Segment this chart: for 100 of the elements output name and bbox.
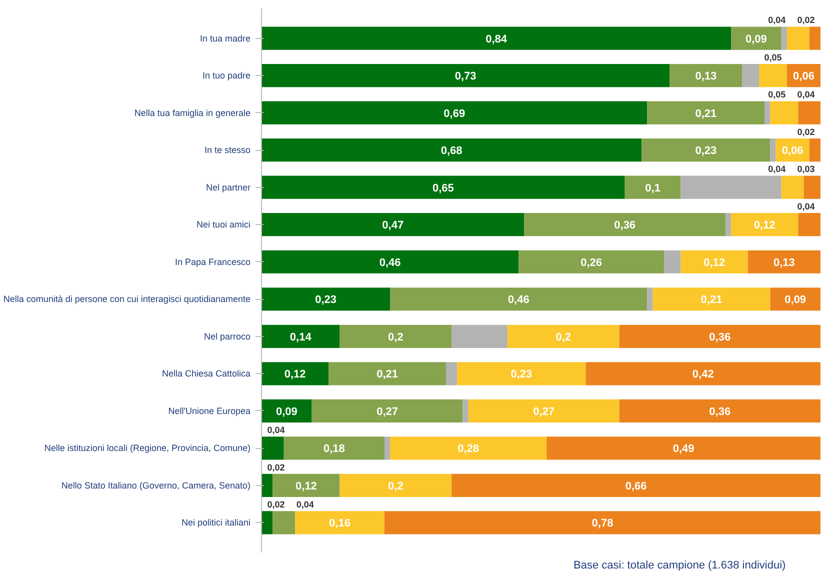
bar bbox=[272, 511, 296, 534]
data-label: 0,2 bbox=[388, 331, 404, 344]
y-tick-label: In tua madre bbox=[200, 33, 251, 44]
data-label: 0,04 bbox=[768, 15, 786, 26]
bar bbox=[619, 324, 820, 348]
y-tick-label: Nello Stato Italiano (Governo, Camera, Senato) bbox=[61, 480, 251, 490]
data-label: 0,36 bbox=[614, 220, 636, 232]
bar bbox=[524, 213, 726, 236]
bar bbox=[647, 288, 653, 311]
bar bbox=[262, 436, 284, 460]
bar bbox=[798, 213, 820, 236]
data-label: 0,13 bbox=[773, 256, 795, 269]
data-label: 0,46 bbox=[379, 256, 401, 269]
bar bbox=[731, 213, 798, 236]
bar bbox=[262, 176, 625, 199]
data-label: 0,09 bbox=[276, 406, 298, 418]
bar bbox=[586, 362, 820, 386]
bar bbox=[624, 176, 681, 199]
data-label: 0,1 bbox=[645, 182, 660, 194]
y-tick-label: Nell'Unione Europea bbox=[168, 406, 251, 416]
data-label: 0,36 bbox=[709, 331, 731, 344]
data-label: 0,66 bbox=[625, 480, 647, 492]
bar bbox=[742, 64, 760, 88]
data-label: 0,27 bbox=[376, 406, 398, 418]
data-label: 0,21 bbox=[700, 294, 722, 306]
bar bbox=[272, 474, 340, 497]
bar bbox=[295, 511, 384, 534]
data-label: 0,12 bbox=[754, 220, 776, 232]
bar bbox=[340, 324, 452, 348]
bar bbox=[507, 324, 620, 348]
bar bbox=[262, 250, 519, 274]
bar bbox=[770, 101, 798, 124]
data-label: 0,49 bbox=[672, 443, 694, 456]
bar bbox=[452, 324, 508, 348]
bar bbox=[390, 288, 648, 311]
bar bbox=[262, 324, 340, 348]
data-label: 0,46 bbox=[508, 294, 530, 306]
bar bbox=[664, 250, 681, 274]
data-label: 0,09 bbox=[784, 294, 806, 306]
y-tick-label: Nei politici italiani bbox=[181, 518, 250, 528]
data-label: 0,02 bbox=[267, 500, 285, 510]
data-label: 0,12 bbox=[704, 256, 726, 269]
bar bbox=[452, 474, 820, 497]
data-label: 0,04 bbox=[797, 90, 815, 100]
bar bbox=[781, 176, 804, 199]
bar bbox=[764, 101, 770, 124]
data-label: 0,21 bbox=[695, 108, 717, 120]
bar bbox=[390, 436, 547, 460]
y-tick-label: Nella comunità di persone con cui interagisci quotidianamente bbox=[3, 294, 251, 304]
bar bbox=[262, 101, 648, 124]
bar bbox=[680, 250, 748, 274]
bar bbox=[652, 288, 770, 311]
bar bbox=[731, 26, 782, 50]
data-label: 0,18 bbox=[323, 443, 345, 456]
bar bbox=[770, 138, 776, 162]
data-label: 0,02 bbox=[797, 15, 815, 26]
data-label: 0,02 bbox=[267, 462, 285, 472]
data-label: 0,23 bbox=[695, 145, 717, 158]
data-label: 0,09 bbox=[746, 33, 767, 46]
bar bbox=[798, 101, 820, 124]
data-label: 0,73 bbox=[454, 70, 476, 83]
data-label: 0,06 bbox=[782, 145, 804, 158]
data-label: 0,65 bbox=[432, 182, 454, 194]
bar bbox=[642, 138, 770, 162]
data-label: 0,27 bbox=[533, 406, 555, 418]
bar bbox=[546, 436, 820, 460]
data-label: 0,16 bbox=[329, 518, 350, 530]
y-tick-label: Nelle istituzioni locali (Regione, Provincia, Comune) bbox=[44, 443, 251, 454]
data-label: 0,06 bbox=[793, 70, 814, 83]
bar bbox=[770, 288, 820, 311]
bar bbox=[262, 399, 312, 422]
data-label: 0,12 bbox=[284, 368, 306, 381]
data-label: 0,23 bbox=[510, 368, 532, 381]
data-label: 0,04 bbox=[768, 164, 786, 174]
y-tick-label: In te stesso bbox=[204, 145, 251, 156]
bar bbox=[809, 138, 820, 162]
data-label: 0,36 bbox=[709, 406, 731, 418]
bar bbox=[262, 362, 329, 386]
bar bbox=[725, 213, 732, 236]
data-label: 0,2 bbox=[388, 480, 404, 492]
bar bbox=[670, 64, 742, 88]
data-label: 0,21 bbox=[376, 368, 398, 381]
y-tick-label: In tuo padre bbox=[202, 70, 251, 81]
y-tick-label: Nella Chiesa Cattolica bbox=[162, 368, 251, 379]
bar bbox=[262, 64, 670, 88]
bar bbox=[340, 474, 452, 497]
data-label: 0,47 bbox=[382, 220, 404, 232]
y-tick-label: Nella tua famiglia in generale bbox=[134, 108, 251, 118]
bar bbox=[781, 26, 787, 50]
data-label: 0,03 bbox=[797, 164, 815, 174]
data-label: 0,2 bbox=[556, 331, 572, 344]
bar bbox=[384, 436, 390, 460]
data-label: 0,42 bbox=[692, 368, 714, 381]
bar bbox=[262, 474, 273, 497]
bar bbox=[262, 213, 524, 236]
bar bbox=[468, 399, 620, 422]
data-label: 0,68 bbox=[440, 145, 462, 158]
data-label: 0,12 bbox=[296, 480, 317, 492]
data-label: 0,04 bbox=[797, 201, 815, 212]
data-label: 0,04 bbox=[267, 425, 285, 436]
